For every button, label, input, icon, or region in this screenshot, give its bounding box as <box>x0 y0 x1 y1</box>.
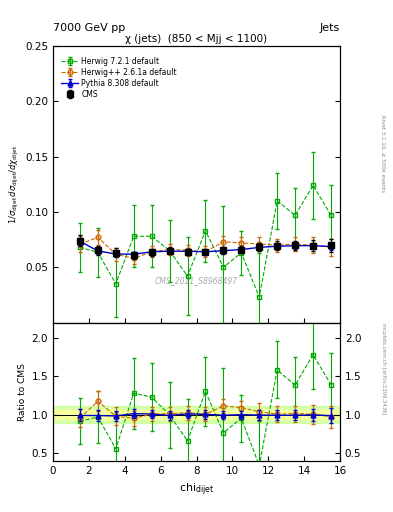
Title: χ (jets)  (850 < Mjj < 1100): χ (jets) (850 < Mjj < 1100) <box>125 34 268 44</box>
Legend: Herwig 7.2.1 default, Herwig++ 2.6.1a default, Pythia 8.308 default, CMS: Herwig 7.2.1 default, Herwig++ 2.6.1a de… <box>60 55 178 100</box>
Text: mcplots.cern.ch [arXiv:1306.3436]: mcplots.cern.ch [arXiv:1306.3436] <box>381 323 386 414</box>
Text: Jets: Jets <box>320 23 340 33</box>
Bar <box>53 410 340 419</box>
Y-axis label: $1/\sigma_\mathrm{dijet}\,d\sigma_\mathrm{dijet}/d\chi_\mathrm{dijet}$: $1/\sigma_\mathrm{dijet}\,d\sigma_\mathr… <box>8 144 21 224</box>
Bar <box>53 406 340 423</box>
X-axis label: chi$_\mathrm{dijet}$: chi$_\mathrm{dijet}$ <box>179 481 214 498</box>
Text: 7000 GeV pp: 7000 GeV pp <box>53 23 125 33</box>
Text: CMS_2011_S8968497: CMS_2011_S8968497 <box>155 276 238 286</box>
Y-axis label: Ratio to CMS: Ratio to CMS <box>18 362 28 421</box>
Text: Rivet 3.1.10, ≥ 500k events: Rivet 3.1.10, ≥ 500k events <box>381 115 386 192</box>
